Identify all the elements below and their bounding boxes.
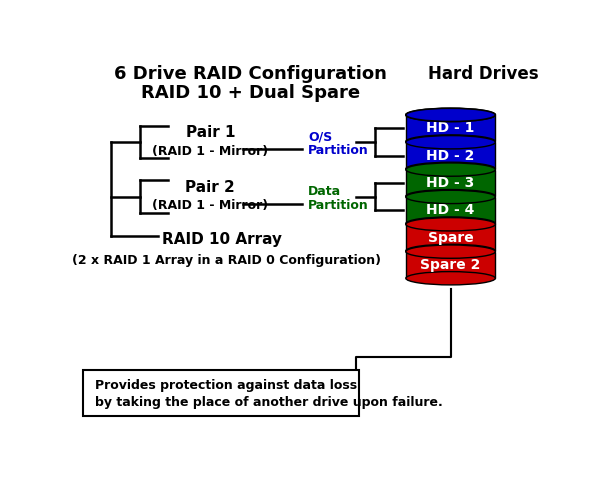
FancyBboxPatch shape bbox=[83, 370, 359, 416]
Ellipse shape bbox=[406, 245, 496, 258]
Ellipse shape bbox=[406, 190, 496, 204]
Ellipse shape bbox=[406, 163, 496, 176]
Ellipse shape bbox=[406, 190, 496, 203]
Text: Hard Drives: Hard Drives bbox=[428, 65, 539, 83]
FancyBboxPatch shape bbox=[406, 115, 496, 142]
Ellipse shape bbox=[406, 108, 496, 121]
Ellipse shape bbox=[406, 162, 496, 176]
FancyBboxPatch shape bbox=[406, 224, 496, 251]
Text: RAID 10 + Dual Spare: RAID 10 + Dual Spare bbox=[141, 84, 360, 102]
Text: Data
Partition: Data Partition bbox=[308, 185, 369, 212]
Ellipse shape bbox=[406, 135, 496, 149]
Text: O/S
Partition: O/S Partition bbox=[308, 130, 369, 157]
Text: Provides protection against data loss: Provides protection against data loss bbox=[95, 379, 357, 392]
Text: HD - 3: HD - 3 bbox=[426, 176, 475, 190]
Text: (RAID 1 - Mirror): (RAID 1 - Mirror) bbox=[152, 199, 268, 212]
Text: HD - 1: HD - 1 bbox=[426, 121, 475, 135]
Ellipse shape bbox=[406, 135, 496, 148]
FancyBboxPatch shape bbox=[406, 142, 496, 169]
Text: Pair 1: Pair 1 bbox=[185, 125, 235, 140]
Text: (2 x RAID 1 Array in a RAID 0 Configuration): (2 x RAID 1 Array in a RAID 0 Configurat… bbox=[72, 254, 381, 267]
Text: Spare: Spare bbox=[428, 230, 474, 245]
Ellipse shape bbox=[406, 217, 496, 231]
FancyBboxPatch shape bbox=[406, 197, 496, 224]
FancyBboxPatch shape bbox=[406, 169, 496, 196]
Ellipse shape bbox=[406, 244, 496, 258]
Text: HD - 4: HD - 4 bbox=[426, 203, 475, 217]
Text: HD - 2: HD - 2 bbox=[426, 148, 475, 163]
Ellipse shape bbox=[406, 217, 496, 230]
FancyBboxPatch shape bbox=[406, 252, 496, 278]
Text: RAID 10 Array: RAID 10 Array bbox=[162, 232, 282, 248]
Ellipse shape bbox=[406, 108, 496, 121]
Text: (RAID 1 - Mirror): (RAID 1 - Mirror) bbox=[152, 144, 268, 157]
Text: Spare 2: Spare 2 bbox=[420, 258, 481, 272]
Text: by taking the place of another drive upon failure.: by taking the place of another drive upo… bbox=[95, 396, 443, 409]
Text: Pair 2: Pair 2 bbox=[185, 180, 235, 195]
Text: 6 Drive RAID Configuration: 6 Drive RAID Configuration bbox=[114, 65, 387, 83]
Ellipse shape bbox=[406, 272, 496, 285]
